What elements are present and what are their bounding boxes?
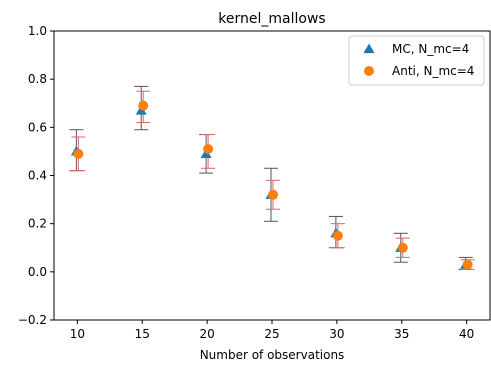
series-anti bbox=[71, 90, 475, 270]
y-tick-label: 0.6 bbox=[28, 120, 47, 134]
y-tick-label: 0.4 bbox=[28, 169, 47, 183]
data-point-circle bbox=[73, 148, 84, 159]
y-tick-label: 0.8 bbox=[28, 72, 47, 86]
series-mc bbox=[69, 85, 473, 270]
chart-title: kernel_mallows bbox=[218, 11, 325, 27]
y-tick-label: −0.2 bbox=[18, 313, 47, 327]
legend: MC, N_mc=4 Anti, N_mc=4 bbox=[348, 35, 485, 86]
x-tick-label: 10 bbox=[70, 327, 85, 341]
legend-box bbox=[348, 35, 485, 86]
data-point-circle bbox=[203, 144, 214, 155]
data-point-circle bbox=[268, 189, 278, 200]
x-tick-label: 35 bbox=[394, 327, 409, 341]
data-point-circle bbox=[397, 242, 408, 253]
data-point-circle bbox=[332, 230, 343, 241]
x-tick-label: 30 bbox=[329, 327, 344, 341]
x-tick-label: 25 bbox=[264, 327, 279, 341]
plot-data bbox=[69, 85, 475, 270]
axes: 10 15 20 25 30 35 40 −0.2 0.0 0.2 0.4 0.6 0.8 1.0 bbox=[18, 24, 491, 341]
y-tick-label: 1.0 bbox=[28, 24, 47, 38]
y-tick-label: 0.2 bbox=[28, 217, 47, 231]
data-point-circle bbox=[138, 100, 149, 111]
x-tick-label: 20 bbox=[199, 327, 214, 341]
legend-marker-triangle bbox=[363, 43, 375, 54]
x-tick-label: 40 bbox=[459, 327, 474, 341]
legend-label: MC, N_mc=4 bbox=[392, 42, 469, 56]
x-axis-label: Number of observations bbox=[200, 348, 345, 362]
legend-marker-circle bbox=[364, 66, 374, 76]
x-tick-label: 15 bbox=[135, 327, 150, 341]
series-markers-anti bbox=[73, 100, 473, 270]
legend-label: Anti, N_mc=4 bbox=[392, 64, 474, 78]
y-tick-label: 0.0 bbox=[28, 265, 47, 279]
data-point-circle bbox=[462, 259, 473, 270]
